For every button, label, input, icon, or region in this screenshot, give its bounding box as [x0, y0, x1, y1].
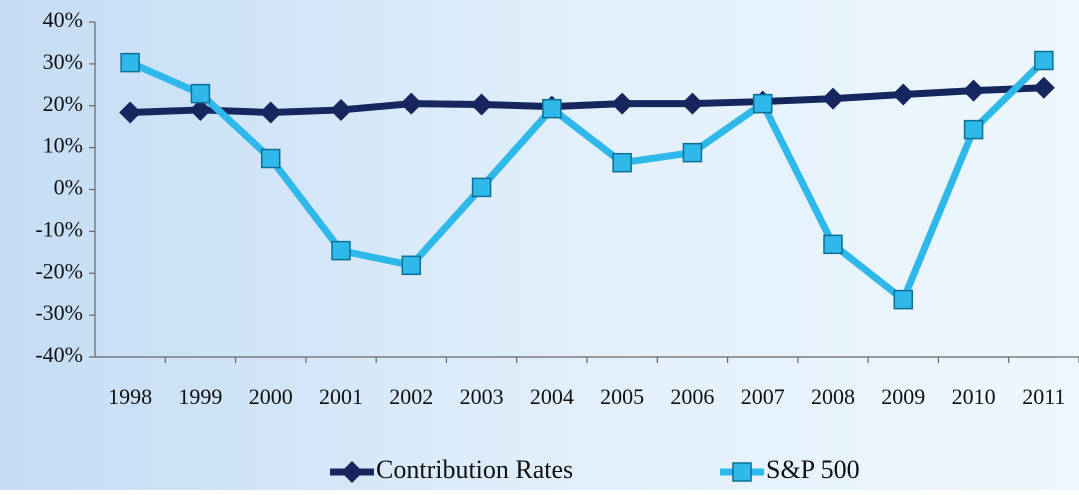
legend-label: S&P 500 — [766, 455, 860, 484]
data-point — [682, 142, 703, 163]
data-point — [611, 92, 634, 115]
y-tick-label: 10% — [43, 133, 83, 158]
data-point — [823, 234, 843, 255]
series-line — [128, 58, 1047, 304]
x-tick-label: 2007 — [741, 384, 785, 409]
y-tick-label: -30% — [35, 300, 83, 325]
data-point — [681, 92, 704, 115]
data-point — [119, 101, 142, 124]
legend-marker — [341, 461, 363, 483]
data-point — [189, 98, 212, 121]
y-tick-label: 40% — [43, 7, 83, 32]
data-point — [1032, 76, 1055, 99]
x-tick-label: 1998 — [108, 384, 152, 409]
x-tick-label: 2011 — [1022, 384, 1065, 409]
data-point — [542, 98, 562, 119]
data-point — [260, 148, 281, 169]
series-line — [130, 84, 1045, 116]
x-tick-label: 2001 — [319, 384, 363, 409]
x-tick-label: 1999 — [178, 384, 222, 409]
data-point — [471, 177, 492, 198]
y-tick-label: 30% — [43, 49, 83, 74]
x-tick-label: 2008 — [811, 384, 855, 409]
data-point — [259, 101, 282, 124]
data-point — [963, 119, 984, 140]
data-point — [400, 92, 423, 115]
data-point — [752, 93, 773, 114]
legend-marker — [732, 462, 752, 482]
x-tick-label: 2010 — [952, 384, 996, 409]
data-point — [822, 87, 844, 110]
data-point — [330, 98, 352, 121]
data-point — [401, 255, 422, 276]
y-tick-label: 20% — [43, 91, 83, 116]
x-tick-label: 2004 — [530, 384, 574, 409]
y-tick-label: -20% — [35, 258, 83, 283]
data-point — [190, 83, 211, 104]
data-point — [962, 79, 985, 102]
y-tick-label: -10% — [35, 216, 83, 241]
data-point — [893, 289, 914, 310]
x-tick-label: 2002 — [389, 384, 433, 409]
legend-label: Contribution Rates — [376, 455, 573, 484]
x-tick-label: 2003 — [460, 384, 504, 409]
x-tick-label: 2000 — [249, 384, 293, 409]
data-point — [1034, 50, 1054, 71]
data-point — [120, 52, 140, 73]
data-point — [331, 240, 351, 261]
y-tick-label: 0% — [54, 175, 83, 200]
y-tick-label: -40% — [35, 342, 83, 367]
data-point — [470, 93, 493, 116]
x-tick-label: 2006 — [670, 384, 714, 409]
x-tick-label: 2009 — [881, 384, 925, 409]
x-tick-label: 2005 — [600, 384, 644, 409]
data-point — [892, 83, 915, 106]
data-point — [612, 152, 632, 173]
